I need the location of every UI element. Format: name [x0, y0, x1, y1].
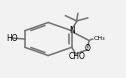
Text: O: O	[85, 44, 91, 53]
Text: CHO: CHO	[68, 52, 85, 61]
Text: CH₃: CH₃	[94, 36, 105, 41]
Text: HO: HO	[6, 34, 18, 43]
Text: N: N	[69, 26, 75, 35]
